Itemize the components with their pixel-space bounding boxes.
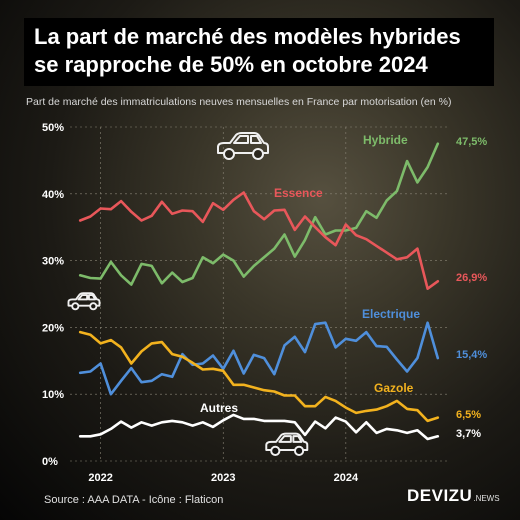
series-label-hybride: Hybride — [363, 133, 408, 147]
y-tick-label: 0% — [42, 456, 58, 468]
series-line-autres — [78, 413, 440, 441]
brand-name: DEVIZU — [407, 486, 473, 505]
y-tick-label: 40% — [42, 189, 64, 201]
series-label-essence: Essence — [274, 186, 323, 200]
y-tick-label: 50% — [42, 122, 64, 134]
end-label-electrique: 15,4% — [456, 349, 487, 361]
series-label-gazole: Gazole — [374, 381, 414, 395]
series-label-electrique: Electrique — [362, 307, 420, 321]
y-tick-label: 30% — [42, 256, 64, 268]
end-label-essence: 26,9% — [456, 272, 487, 284]
series-line-essence — [78, 191, 440, 291]
x-axis: 2022 2023 2024 — [88, 472, 359, 484]
source-note: Source : AAA DATA - Icône : Flaticon — [44, 494, 224, 506]
car-icon — [67, 292, 101, 311]
y-axis: 0% 10% 20% 30% 40% 50% — [42, 122, 64, 468]
y-tick-label: 20% — [42, 322, 64, 334]
chart-title-line-1: La part de marché des modèles hybrides — [34, 24, 461, 49]
series-label-autres: Autres — [200, 401, 238, 415]
x-tick-label: 2024 — [334, 472, 359, 484]
brand-logo: DEVIZU.NEWS — [407, 486, 500, 506]
x-tick-label: 2023 — [211, 472, 235, 484]
chart-title-line-2: se rapproche de 50% en octobre 2024 — [34, 52, 428, 77]
car-icon — [265, 432, 309, 456]
series-lines — [78, 142, 440, 441]
series-line-hybride — [78, 142, 440, 286]
y-tick-label: 10% — [42, 389, 64, 401]
series-line-electrique — [78, 321, 440, 396]
grid-lines — [70, 126, 448, 462]
car-icon — [217, 132, 269, 160]
end-label-hybride: 47,5% — [456, 136, 487, 148]
end-label-gazole: 6,5% — [456, 409, 481, 421]
end-label-autres: 3,7% — [456, 428, 481, 440]
series-line-gazole — [78, 330, 440, 423]
x-tick-label: 2022 — [88, 472, 112, 484]
title-box: La part de marché des modèles hybrides s… — [24, 18, 494, 86]
brand-suffix: .NEWS — [473, 494, 500, 503]
chart-subtitle: Part de marché des immatriculations neuv… — [26, 96, 452, 108]
